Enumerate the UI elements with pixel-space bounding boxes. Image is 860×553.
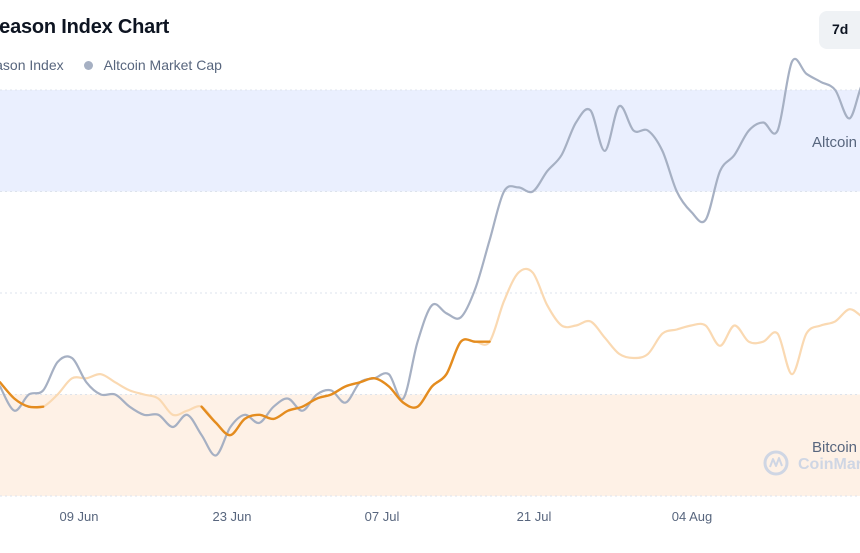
coinmarketcap-watermark-text: CoinMarketCap <box>798 456 860 473</box>
legend-dot-altcoin-market-cap <box>83 60 93 70</box>
coinmarketcap-logo-wave <box>769 457 783 468</box>
line-altcoin-market-cap <box>0 57 860 457</box>
band-label-bitcoin-season: Bitcoin Season <box>812 439 860 456</box>
legend-item-season-index[interactable]: Season Index <box>0 57 64 73</box>
period-7d-button[interactable]: 7d <box>819 11 860 49</box>
legend-label-altcoin-market-cap: Altcoin Market Cap <box>103 57 222 73</box>
legend-item-altcoin-market-cap[interactable]: Altcoin Market Cap <box>83 57 222 73</box>
x-tick-label: 09 Jun <box>59 509 98 524</box>
line-season-index-highlight-0 <box>0 381 45 409</box>
band-bitcoin-season <box>0 394 860 496</box>
x-tick-label: 07 Jul <box>365 509 400 524</box>
band-label-altcoin-season: Altcoin Season <box>812 134 860 151</box>
band-altcoin-season <box>0 90 860 192</box>
line-season-index-highlight-1 <box>200 338 491 437</box>
chart-title: Season Index Chart <box>0 16 170 38</box>
x-tick-label: 04 Aug <box>672 509 713 524</box>
chart-legend: Season Index Altcoin Market Cap <box>0 56 242 74</box>
coinmarketcap-logo-icon <box>763 450 789 476</box>
coinmarketcap-watermark: CoinMarketCap <box>763 450 860 476</box>
x-tick-label: 21 Jul <box>517 509 552 524</box>
legend-label-season-index: Season Index <box>0 57 64 73</box>
x-tick-label: 23 Jun <box>212 509 251 524</box>
